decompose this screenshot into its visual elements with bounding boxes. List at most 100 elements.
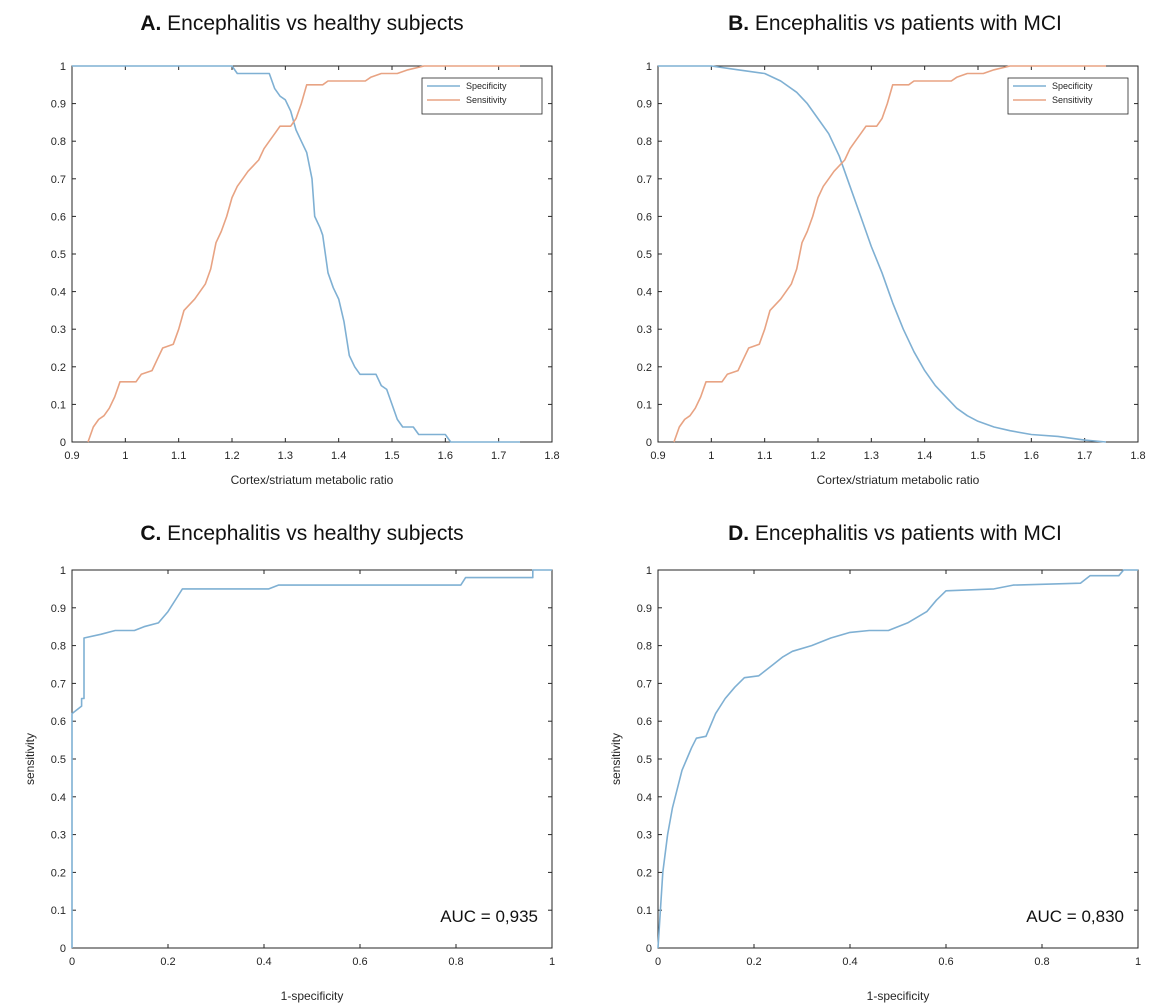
series-line-specificity bbox=[72, 65, 520, 443]
y-tick-label: 0.5 bbox=[51, 249, 66, 261]
y-tick-label: 0.3 bbox=[51, 324, 66, 336]
y-tick-label: 1 bbox=[646, 565, 652, 577]
y-tick-label: 0.6 bbox=[637, 716, 652, 728]
panel-title: A. Encephalitis vs healthy subjects bbox=[140, 12, 463, 35]
axes-frame bbox=[71, 65, 553, 443]
panel-c: C. Encephalitis vs healthy subjects 0 0.2 0… bbox=[23, 522, 555, 1003]
x-tick-label: 0.6 bbox=[352, 956, 367, 968]
legend-label: Specificity bbox=[1052, 81, 1093, 91]
panel-title-text: Encephalitis vs healthy subjects bbox=[161, 12, 463, 35]
y-tick-label: 0 bbox=[60, 437, 66, 449]
y-tick-label: 0.2 bbox=[637, 362, 652, 374]
y-tick-label: 0.4 bbox=[51, 792, 66, 804]
x-tick-label: 1.2 bbox=[224, 450, 239, 462]
x-tick-label: 1.8 bbox=[544, 450, 559, 462]
series-line-roc bbox=[657, 569, 1138, 949]
y-tick-label: 0.7 bbox=[637, 174, 652, 186]
y-tick-label: 0.3 bbox=[51, 830, 66, 842]
x-tick-label: 0.9 bbox=[64, 450, 79, 462]
x-tick-label: 1.7 bbox=[491, 450, 506, 462]
panel-title: C. Encephalitis vs healthy subjects bbox=[140, 522, 463, 545]
panel-title: D. Encephalitis vs patients with MCI bbox=[728, 522, 1062, 545]
y-tick-label: 0.8 bbox=[637, 136, 652, 148]
y-tick-label: 0.9 bbox=[637, 99, 652, 111]
x-axis-label: 1-specificity bbox=[281, 989, 344, 1003]
legend-label: Sensitivity bbox=[466, 95, 507, 105]
y-tick-label: 0 bbox=[646, 437, 652, 449]
legend: Specificity Sensitivity bbox=[1007, 77, 1129, 115]
x-tick-label: 1.5 bbox=[970, 450, 985, 462]
x-tick-label: 1.5 bbox=[384, 450, 399, 462]
x-tick-label: 0.6 bbox=[938, 956, 953, 968]
y-tick-label: 0.1 bbox=[637, 399, 652, 411]
y-tick-label: 1 bbox=[646, 61, 652, 73]
panel-title: B. Encephalitis vs patients with MCI bbox=[728, 12, 1062, 35]
x-tick-label: 1 bbox=[122, 450, 128, 462]
y-tick-label: 0 bbox=[646, 943, 652, 955]
y-tick-label: 0.4 bbox=[637, 792, 652, 804]
y-tick-label: 0.8 bbox=[51, 641, 66, 653]
y-tick-label: 0.7 bbox=[51, 174, 66, 186]
y-axis-label: sensitivity bbox=[23, 733, 37, 785]
y-tick-label: 0.3 bbox=[637, 830, 652, 842]
series-line-sensitivity bbox=[673, 65, 1106, 443]
axes-frame bbox=[657, 65, 1139, 443]
panel-letter: B. bbox=[728, 12, 749, 35]
legend-box bbox=[421, 77, 543, 115]
y-axis-label: sensitivity bbox=[609, 733, 623, 785]
x-tick-label: 0.2 bbox=[160, 956, 175, 968]
x-tick-label: 1.1 bbox=[757, 450, 772, 462]
legend: Specificity Sensitivity bbox=[421, 77, 543, 115]
y-tick-label: 0.1 bbox=[51, 905, 66, 917]
y-tick-label: 0.8 bbox=[637, 641, 652, 653]
x-tick-label: 1 bbox=[1135, 956, 1141, 968]
x-tick-label: 0.2 bbox=[746, 956, 761, 968]
legend-label: Sensitivity bbox=[1052, 95, 1093, 105]
panel-title-text: Encephalitis vs patients with MCI bbox=[749, 522, 1062, 545]
panel-letter: C. bbox=[140, 522, 161, 545]
panel-b: B. Encephalitis vs patients with MCI 0.9 1… bbox=[637, 12, 1146, 487]
x-tick-label: 0.9 bbox=[650, 450, 665, 462]
y-tick-label: 0.7 bbox=[637, 678, 652, 690]
y-tick-label: 0.2 bbox=[51, 362, 66, 374]
y-tick-label: 0.6 bbox=[637, 211, 652, 223]
x-axis-label: 1-specificity bbox=[867, 989, 930, 1003]
y-tick-label: 0 bbox=[60, 943, 66, 955]
auc-annotation: AUC = 0,830 bbox=[1026, 907, 1124, 926]
panel-title-text: Encephalitis vs patients with MCI bbox=[749, 12, 1062, 35]
y-tick-label: 0.8 bbox=[51, 136, 66, 148]
x-tick-label: 0.8 bbox=[448, 956, 463, 968]
y-tick-label: 0.5 bbox=[637, 249, 652, 261]
x-tick-label: 0.4 bbox=[256, 956, 271, 968]
y-tick-label: 1 bbox=[60, 565, 66, 577]
x-tick-label: 1.1 bbox=[171, 450, 186, 462]
x-tick-label: 1.7 bbox=[1077, 450, 1092, 462]
x-tick-label: 0 bbox=[655, 956, 661, 968]
y-tick-label: 0.2 bbox=[51, 867, 66, 879]
x-tick-label: 1.3 bbox=[864, 450, 879, 462]
x-tick-label: 0.4 bbox=[842, 956, 857, 968]
x-tick-label: 1.6 bbox=[438, 450, 453, 462]
x-axis-label: Cortex/striatum metabolic ratio bbox=[817, 473, 980, 487]
y-tick-label: 0.9 bbox=[51, 99, 66, 111]
y-tick-label: 0.5 bbox=[637, 754, 652, 766]
panel-title-text: Encephalitis vs healthy subjects bbox=[161, 522, 463, 545]
y-tick-label: 0.3 bbox=[637, 324, 652, 336]
legend-box bbox=[1007, 77, 1129, 115]
series-line-sensitivity bbox=[87, 65, 520, 443]
x-tick-label: 0 bbox=[69, 956, 75, 968]
panel-letter: D. bbox=[728, 522, 749, 545]
x-axis-label: Cortex/striatum metabolic ratio bbox=[231, 473, 394, 487]
y-tick-label: 0.5 bbox=[51, 754, 66, 766]
x-tick-label: 1.6 bbox=[1024, 450, 1039, 462]
y-tick-label: 0.1 bbox=[637, 905, 652, 917]
y-tick-label: 0.9 bbox=[51, 603, 66, 615]
series-line-specificity bbox=[658, 65, 1107, 443]
x-tick-label: 1.4 bbox=[917, 450, 932, 462]
y-tick-label: 0.1 bbox=[51, 399, 66, 411]
x-tick-label: 1.3 bbox=[278, 450, 293, 462]
y-tick-label: 0.7 bbox=[51, 678, 66, 690]
y-tick-label: 0.4 bbox=[637, 287, 652, 299]
x-tick-label: 1.2 bbox=[810, 450, 825, 462]
